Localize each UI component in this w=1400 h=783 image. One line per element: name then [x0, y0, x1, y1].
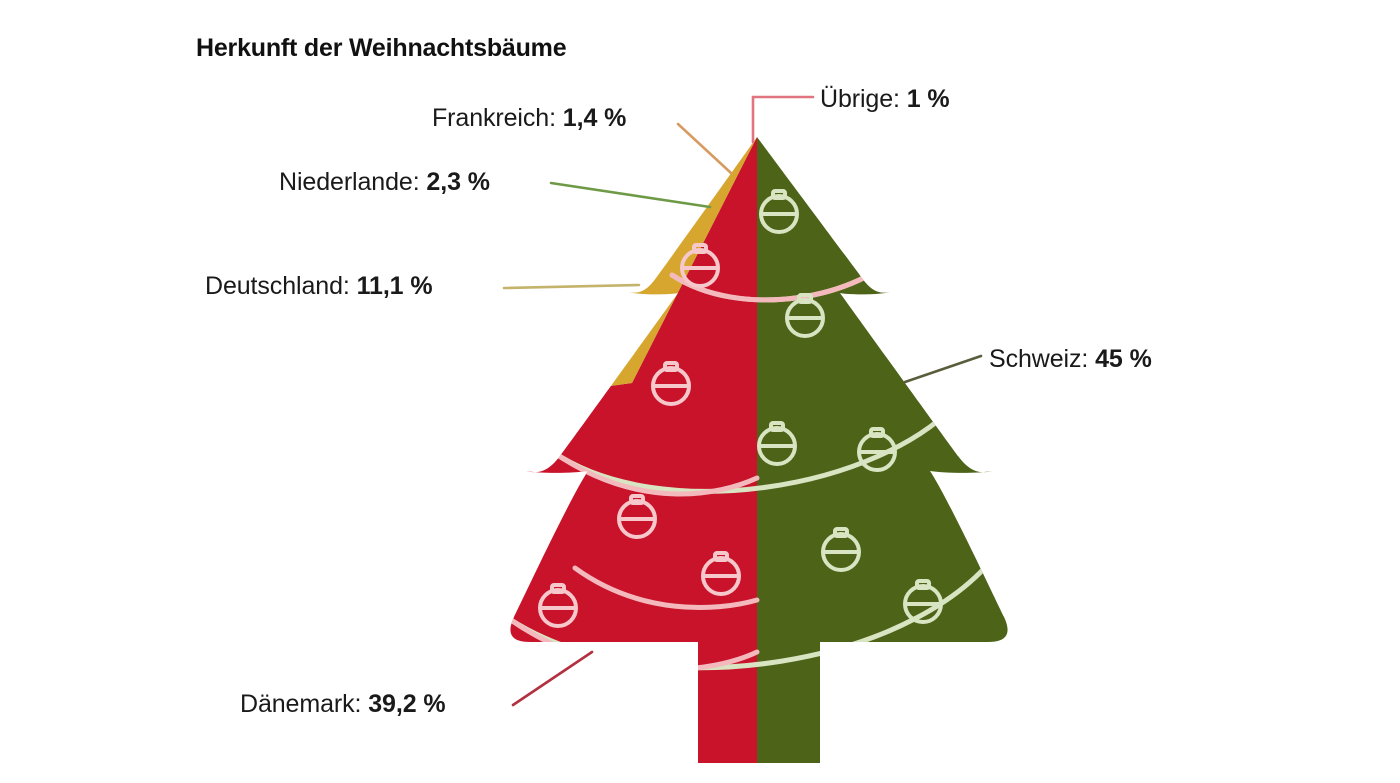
leader-lines — [502, 95, 983, 707]
leader-line-schweiz — [903, 354, 983, 384]
callout-value-deutschland: 11,1 % — [356, 272, 433, 300]
leader-line-uebrige — [751, 95, 815, 144]
callout-uebrige: Übrige: 1 % — [820, 85, 950, 114]
page-title: Herkunft der Weihnachtsbäume — [196, 34, 567, 62]
bauble-group-red — [538, 243, 741, 628]
callout-niederlande: Niederlande: 2,3 % — [279, 168, 490, 197]
callout-value-niederlande: 2,3 % — [426, 168, 490, 196]
leader-line-daenemark — [511, 650, 594, 707]
slice-schweiz — [757, 137, 1008, 763]
slice-daenemark — [510, 137, 757, 763]
bauble-icon — [785, 293, 825, 338]
slice-frankreich — [510, 137, 757, 150]
callout-label-daenemark: Dänemark: — [240, 690, 362, 718]
callout-label-uebrige: Übrige: — [820, 85, 900, 113]
bauble-icon — [680, 243, 720, 288]
bauble-icon — [538, 583, 578, 628]
leader-line-deutschland — [502, 283, 641, 290]
callout-label-schweiz: Schweiz: — [989, 345, 1089, 373]
callout-frankreich: Frankreich: 1,4 % — [432, 104, 626, 133]
callout-daenemark: Dänemark: 39,2 % — [240, 690, 446, 719]
leader-line-frankreich — [676, 122, 733, 175]
bauble-icon — [759, 189, 799, 234]
callout-value-schweiz: 45 % — [1095, 345, 1152, 373]
callout-label-frankreich: Frankreich: — [432, 104, 556, 132]
callout-label-deutschland: Deutschland: — [205, 272, 350, 300]
slice-uebrige — [0, 100, 757, 137]
bauble-icon — [651, 361, 691, 406]
bauble-icon — [903, 579, 943, 624]
bauble-icon — [821, 527, 861, 572]
bauble-icon — [857, 427, 897, 472]
callout-value-uebrige: 1 % — [906, 85, 950, 113]
bauble-group-green — [757, 189, 943, 624]
bauble-icon — [701, 551, 741, 596]
tree-body — [0, 100, 1008, 763]
callout-value-daenemark: 39,2 % — [368, 690, 446, 718]
callout-schweiz: Schweiz: 45 % — [989, 345, 1152, 374]
callout-deutschland: Deutschland: 11,1 % — [205, 272, 433, 301]
leader-line-niederlande — [549, 181, 712, 209]
bauble-icon — [757, 421, 797, 466]
callout-value-frankreich: 1,4 % — [562, 104, 627, 132]
bauble-icon — [617, 494, 657, 539]
callout-label-niederlande: Niederlande: — [279, 168, 420, 196]
